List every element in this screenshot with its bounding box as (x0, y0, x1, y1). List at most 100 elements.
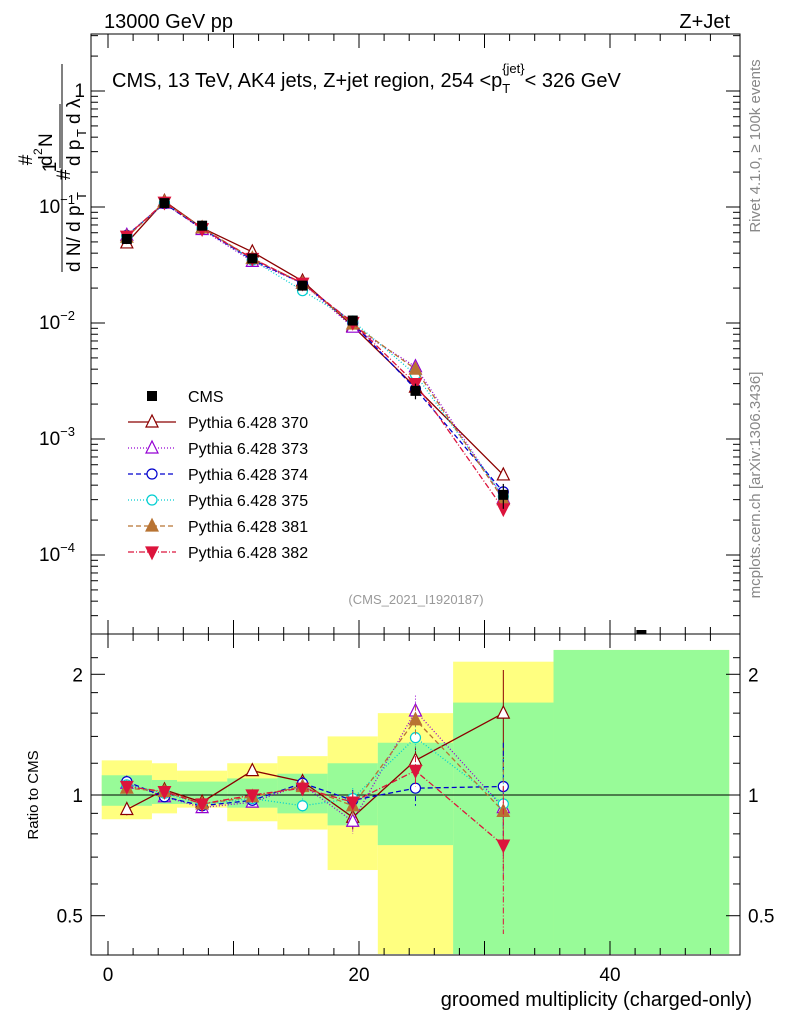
legend-swatch (145, 546, 159, 561)
svg-text:d p: d p (64, 140, 85, 166)
ratio-line (126, 712, 504, 819)
legend: CMS Pythia 6.428 370 Pythia 6.428 373 Pythi… (128, 389, 308, 562)
cms-point (498, 489, 509, 500)
ratio-y-tick-label: 1 (72, 786, 83, 807)
main-y-tick-label: 10−2 (39, 308, 75, 334)
ratio-x-tick-label: 40 (599, 965, 620, 986)
cms-point (247, 253, 258, 264)
cms-point (297, 280, 308, 291)
svg-text:d N/ d p: d N/ d p (64, 205, 85, 272)
main-y-tick-label: 10−1 (39, 192, 75, 218)
ratio-x-tick-label: 20 (348, 965, 369, 986)
cms-point (159, 198, 170, 209)
legend-label: Pythia 6.428 375 (188, 493, 308, 510)
series-pythia-6-428-373 (119, 194, 511, 504)
svg-text:T: T (74, 192, 89, 200)
ratio-xlabel: groomed multiplicity (charged-only) (441, 989, 752, 1011)
svg-text:d: d (64, 113, 85, 124)
cms-point (197, 220, 208, 231)
ratio-point (119, 801, 134, 816)
ratio-frame (90, 633, 741, 956)
cms-point (410, 385, 421, 396)
legend-item: CMS (147, 389, 224, 406)
series-pythia-6-428-370 (119, 192, 511, 481)
ratio-y-tick-label: 2 (72, 665, 83, 686)
ratio-point (245, 762, 260, 777)
series-pythia-6-428-381 (119, 193, 511, 506)
series-cms (121, 198, 647, 634)
main-y-tick-label: 10−3 (39, 424, 75, 450)
legend-swatch (145, 439, 159, 454)
cms-point-overflow (636, 630, 647, 634)
cms-point (121, 233, 132, 244)
svg-text:d: d (36, 155, 57, 166)
main-y-tick-label: 10−4 (39, 540, 75, 566)
plot-title: CMS, 13 TeV, AK4 jets, Z+jet region, 254… (112, 61, 621, 96)
svg-text:#: # (54, 169, 75, 180)
legend-item: Pythia 6.428 373 (128, 439, 308, 458)
ratio-point (496, 839, 511, 854)
ratio-pythia-6-428-382 (119, 756, 511, 935)
ratio-y-tick-label: 0.5 (57, 907, 83, 928)
ratio-point (119, 780, 134, 795)
ratio-point (408, 711, 423, 726)
svg-text:1: 1 (40, 162, 61, 173)
series-line (126, 202, 504, 499)
svg-text:2: 2 (31, 148, 45, 155)
main-y-tick-label: 1 (74, 81, 85, 102)
series-pythia-6-428-382 (119, 196, 511, 518)
main-panel: 10−4 10−3 10−2 10−1 1 (39, 34, 740, 634)
side-label-top: Rivet 4.1.0, ≥ 100k events (747, 59, 764, 232)
series-pythia-6-428-374 (121, 197, 509, 498)
ratio-point (195, 798, 210, 813)
legend-label: Pythia 6.428 374 (188, 467, 308, 484)
legend-swatch (145, 517, 159, 532)
legend-swatch (146, 468, 158, 480)
ratio-y-tick-label-right: 0.5 (748, 907, 774, 928)
ratio-point (409, 782, 422, 794)
header-right: Z+Jet (679, 11, 730, 33)
legend-item: Pythia 6.428 382 (128, 545, 308, 562)
legend-label: Pythia 6.428 381 (188, 519, 308, 536)
ratio-point (295, 782, 310, 797)
legend-swatch (146, 494, 158, 506)
series-line (126, 201, 504, 510)
series-point (408, 360, 423, 375)
y-axis-label-main: # 1 d N/ d p T # d 2 N d p T d λ (16, 64, 89, 272)
ratio-line (126, 736, 504, 807)
ratio-x-tick-label: 0 (103, 965, 114, 986)
series-pythia-6-428-375 (121, 197, 509, 503)
ratio-point (408, 765, 423, 780)
side-label-bottom: mcplots.cern.ch [arXiv:1306.3436] (747, 372, 764, 599)
svg-text:λ: λ (64, 98, 85, 108)
legend-item: Pythia 6.428 381 (128, 517, 308, 536)
legend-swatch (147, 391, 157, 401)
cms-point (347, 315, 358, 326)
svg-text:N: N (36, 133, 57, 147)
series-line (126, 202, 504, 493)
legend-item: Pythia 6.428 370 (128, 413, 308, 432)
main-frame (90, 33, 741, 635)
series-line (126, 201, 504, 497)
ratio-panel: 0.5 0.51 12 20 20 40 (57, 634, 774, 986)
legend-label: Pythia 6.428 373 (188, 441, 308, 458)
ratio-point (157, 785, 172, 800)
legend-swatch (145, 413, 159, 428)
legend-item: Pythia 6.428 374 (128, 467, 308, 484)
legend-label: Pythia 6.428 382 (188, 545, 308, 562)
header-left: 13000 GeV pp (104, 11, 233, 33)
band-green-bin (553, 649, 730, 954)
series-line (126, 201, 504, 501)
watermark: (CMS_2021_I1920187) (348, 592, 483, 607)
legend-label: CMS (188, 389, 224, 406)
ratio-point (345, 812, 360, 827)
svg-text:T: T (74, 129, 89, 137)
ratio-point (496, 704, 511, 719)
ratio-point (345, 796, 360, 811)
svg-text:#: # (16, 154, 37, 165)
series-line (126, 200, 504, 476)
ratio-line (126, 769, 504, 846)
ratio-y-tick-label-right: 1 (748, 786, 759, 807)
legend-label: Pythia 6.428 370 (188, 415, 308, 432)
